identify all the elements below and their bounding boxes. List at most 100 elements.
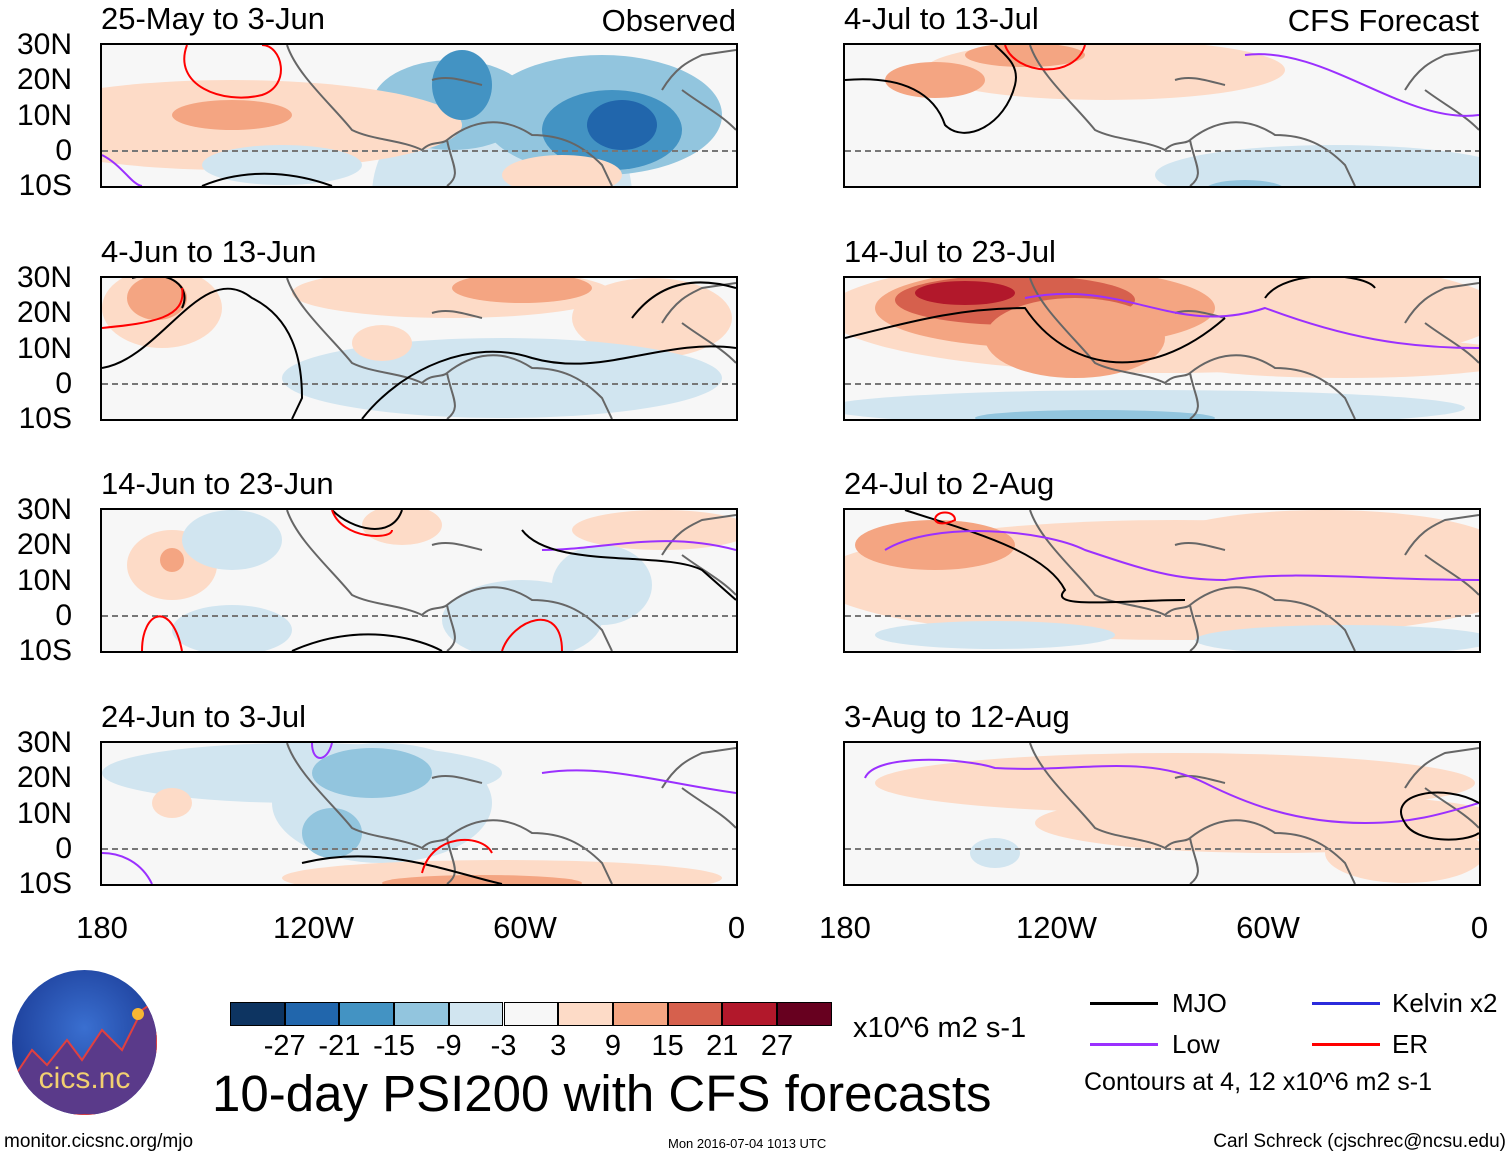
- wave-contour: [631, 281, 736, 319]
- map-panel: [843, 741, 1481, 886]
- anomaly-shading: [1155, 145, 1479, 186]
- anomaly-shading: [1165, 338, 1479, 378]
- footer-url[interactable]: monitor.cicsnc.org/mjo: [4, 1131, 194, 1152]
- lat-label: 30N: [16, 493, 72, 526]
- anomaly-shading: [282, 860, 722, 884]
- anomaly-shading: [572, 278, 732, 358]
- wave-contour: [102, 287, 184, 329]
- lat-label: 30N: [16, 261, 72, 294]
- colorbar-swatch: [339, 1002, 395, 1026]
- wave-contour: [102, 287, 304, 419]
- anomaly-shading: [915, 281, 1015, 305]
- wave-contour: [521, 529, 736, 601]
- lon-label: 120W: [273, 910, 354, 945]
- panel-title: 24-Jun to 3-Jul: [101, 699, 307, 734]
- anomaly-shading: [160, 548, 184, 572]
- wave-contour: [311, 743, 333, 759]
- panel-title: 4-Jun to 13-Jun: [101, 234, 317, 269]
- colorbar-swatch: [394, 1002, 449, 1026]
- wave-contour: [201, 172, 333, 186]
- lon-label: 0: [727, 910, 746, 945]
- legend-label-kelvin: Kelvin x2: [1392, 988, 1498, 1018]
- anomaly-shading: [572, 510, 736, 550]
- panel-title: 25-May to 3-Jun: [101, 1, 325, 36]
- anomaly-shading: [352, 325, 412, 361]
- panel-title: 4-Jul to 13-Jul: [844, 1, 1039, 36]
- lat-label: 20N: [16, 761, 72, 795]
- anomaly-shading: [875, 621, 1115, 649]
- legend-line-er: [1312, 1043, 1380, 1046]
- wave-contour: [102, 154, 143, 186]
- anomaly-shading: [552, 545, 652, 625]
- map-panel: [843, 276, 1481, 421]
- anomaly-shading: [970, 838, 1020, 868]
- wave-contour: [141, 615, 183, 651]
- colorbar-label: -3: [490, 1030, 517, 1062]
- colorbar-swatch: [448, 1002, 504, 1026]
- colorbar-label: -27: [263, 1030, 306, 1062]
- wave-contour: [301, 855, 503, 884]
- lon-label: 120W: [1016, 910, 1097, 945]
- lon-label: 180: [76, 910, 128, 945]
- lat-label: 10S: [18, 867, 72, 901]
- panel-title: 14-Jul to 23-Jul: [844, 234, 1056, 269]
- anomaly-shading: [312, 748, 432, 798]
- wave-contour: [331, 510, 403, 530]
- wave-contour: [845, 306, 1226, 364]
- lat-label: 10S: [18, 402, 72, 436]
- lat-label: 10S: [18, 634, 72, 668]
- legend-label-low: Low: [1172, 1029, 1220, 1059]
- coastline: [286, 743, 736, 884]
- wave-contour: [421, 839, 493, 874]
- wave-contour: [1400, 791, 1479, 841]
- lat-label: 10N: [16, 796, 72, 830]
- anomaly-shading: [975, 410, 1215, 419]
- wave-contour: [501, 618, 563, 651]
- wave-contour: [884, 530, 1479, 582]
- anomaly-shading: [985, 298, 1165, 378]
- colorbar-units: x10^6 m2 s-1: [853, 1012, 1027, 1044]
- colorbar-swatch: [777, 1002, 832, 1026]
- wave-contour: [541, 769, 736, 794]
- figure-title: 10-day PSI200 with CFS forecasts: [212, 1065, 992, 1122]
- wave-contour: [904, 510, 1186, 604]
- logo-text: cics.nc: [38, 1062, 131, 1095]
- panel-tag: CFS Forecast: [1287, 3, 1479, 38]
- lat-label: 10N: [16, 98, 72, 132]
- colorbar-swatch: [722, 1002, 777, 1026]
- coastline: [1029, 278, 1479, 419]
- map-panel: [100, 508, 738, 653]
- wave-contour: [1004, 45, 1086, 71]
- wave-contour: [102, 852, 153, 884]
- colorbar-label: 3: [550, 1030, 567, 1062]
- lat-label: 30N: [16, 28, 72, 61]
- colorbar-swatch: [503, 1002, 559, 1026]
- map-panel: [100, 276, 738, 421]
- colorbar-label: -21: [318, 1030, 361, 1062]
- anomaly-shading: [102, 80, 462, 170]
- colorbar-swatch: [558, 1002, 613, 1026]
- colorbar-label: 15: [651, 1030, 684, 1062]
- contour-note: Contours at 4, 12 x10^6 m2 s-1: [1084, 1068, 1433, 1096]
- anomaly-shading: [432, 50, 492, 120]
- anomaly-shading: [152, 788, 192, 818]
- panel-title: 24-Jul to 2-Aug: [844, 466, 1055, 501]
- anomaly-shading: [127, 278, 187, 320]
- footer-timestamp: Mon 2016-07-04 1013 UTC: [668, 1136, 827, 1151]
- coastline: [1029, 743, 1479, 884]
- lon-label: 180: [819, 910, 871, 945]
- wave-contour: [331, 510, 393, 537]
- anomaly-shading: [172, 100, 292, 130]
- map-panel: [100, 43, 738, 188]
- coastline: [286, 45, 736, 186]
- panel-title: 14-Jun to 23-Jun: [101, 466, 334, 501]
- legend-line-kelvin: [1312, 1002, 1380, 1005]
- colorbar-swatch: [284, 1002, 340, 1026]
- wave-contour: [132, 278, 186, 309]
- anomaly-shading: [1195, 625, 1479, 651]
- coastline: [286, 510, 736, 651]
- lat-label: 10N: [16, 331, 72, 365]
- lat-label: 0: [55, 598, 72, 632]
- lat-label: 20N: [16, 528, 72, 562]
- anomaly-shading: [965, 45, 1085, 67]
